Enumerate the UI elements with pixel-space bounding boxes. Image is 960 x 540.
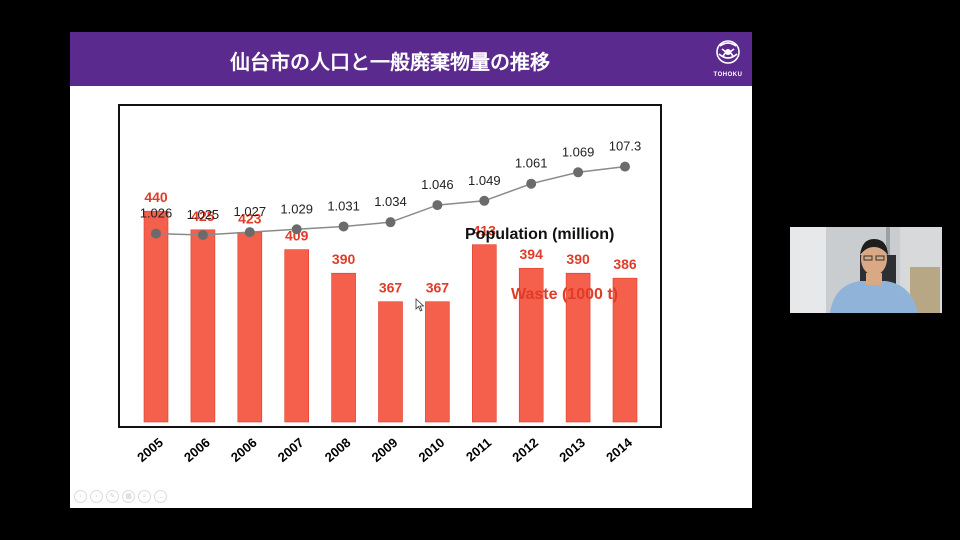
population-point	[338, 221, 349, 232]
population-data-label: 1.031	[327, 198, 360, 213]
x-tick-label: 2006	[228, 435, 260, 465]
waste-data-label: 386	[613, 256, 637, 272]
waste-bar	[518, 267, 544, 423]
population-point	[291, 224, 302, 235]
x-tick-label: 2008	[322, 435, 354, 465]
population-data-label: 1.069	[562, 144, 595, 159]
population-point	[432, 200, 443, 211]
combo-chart: 440 2005 425 2006 423 2006 409 2007 390 2008 367 20…	[134, 139, 642, 465]
slide-title-bar: 仙台市の人口と一般廃棄物量の推移 TOHOKU	[70, 32, 752, 86]
waste-data-label: 367	[426, 280, 450, 296]
population-point	[197, 230, 208, 240]
population-point	[479, 195, 490, 206]
waste-bar	[378, 301, 403, 423]
zoom-icon[interactable]: ⌕	[138, 490, 151, 503]
more-options-icon[interactable]: …	[154, 490, 167, 503]
tohoku-university-logo-icon: TOHOKU	[710, 36, 746, 82]
waste-data-label: 409	[285, 228, 309, 244]
x-tick-label: 2009	[369, 435, 401, 465]
population-data-label: 1.034	[374, 194, 407, 209]
waste-data-label: 367	[379, 280, 403, 296]
slide-title: 仙台市の人口と一般廃棄物量の推移	[230, 50, 550, 74]
waste-bar	[237, 231, 263, 423]
waste-data-label: 425	[191, 208, 215, 224]
population-data-label: 1.026	[140, 206, 173, 221]
waste-legend-label: Waste (1000 t)	[511, 286, 618, 303]
waste-bar	[471, 244, 497, 423]
population-data-label: 1.046	[421, 177, 454, 192]
x-tick-label: 2005	[134, 435, 166, 465]
population-data-label: 1.061	[515, 156, 548, 171]
presentation-slide: 仙台市の人口と一般廃棄物量の推移 TOHOKU 440 2005 425 2006 42…	[70, 32, 752, 508]
x-tick-label: 2006	[181, 435, 213, 465]
population-data-label: 1.025	[187, 207, 220, 222]
slide-show-toolbar[interactable]: ‹ › ✎ ▦ ⌕ …	[74, 490, 167, 504]
waste-bar	[284, 249, 309, 423]
population-data-label: 1.049	[468, 173, 501, 188]
waste-bar	[565, 272, 591, 423]
x-tick-label: 2011	[463, 435, 494, 465]
population-point	[573, 167, 584, 178]
population-point	[620, 161, 630, 172]
waste-bar	[190, 229, 216, 423]
waste-data-label: 423	[238, 210, 262, 226]
waste-data-label: 394	[520, 246, 544, 262]
waste-bar	[143, 210, 169, 423]
x-tick-label: 2014	[603, 434, 635, 465]
slides-grid-icon[interactable]: ▦	[122, 490, 135, 503]
presenter-webcam	[790, 227, 942, 313]
waste-bar	[612, 277, 638, 423]
population-data-label: 1.027	[234, 204, 267, 219]
logo-text: TOHOKU	[713, 72, 743, 78]
x-tick-label: 2012	[509, 435, 541, 465]
x-tick-label: 2007	[275, 435, 307, 465]
population-data-label: 107.3	[609, 139, 642, 154]
previous-slide-icon[interactable]: ‹	[74, 490, 87, 503]
waste-data-label: 390	[332, 251, 356, 267]
waste-data-label: 390	[566, 251, 590, 267]
waste-data-label: 413	[473, 223, 497, 239]
waste-bar	[425, 301, 450, 423]
population-point	[244, 227, 255, 238]
x-tick-label: 2010	[416, 435, 448, 465]
x-tick-label: 2013	[556, 435, 588, 465]
population-point	[385, 217, 396, 228]
pen-icon[interactable]: ✎	[106, 490, 119, 503]
population-point	[526, 178, 537, 189]
waste-data-label: 440	[144, 189, 168, 205]
population-point	[151, 228, 161, 239]
population-data-label: 1.029	[280, 201, 313, 216]
next-slide-icon[interactable]: ›	[90, 490, 103, 503]
mouse-cursor-icon	[415, 297, 425, 316]
waste-bar	[331, 272, 356, 423]
population-legend-label: Population (million)	[465, 226, 614, 243]
